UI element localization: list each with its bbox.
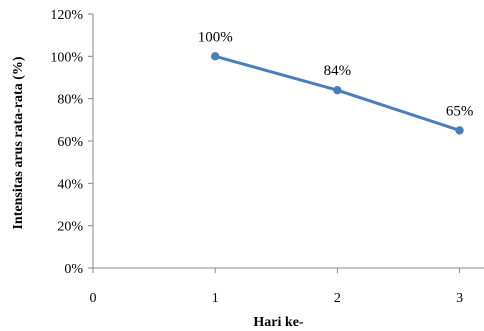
y-tick-label: 60% — [57, 135, 83, 150]
y-tick-label: 40% — [57, 177, 83, 192]
data-label: 84% — [324, 63, 352, 79]
y-tick-label: 120% — [50, 8, 83, 23]
y-tick-label: 0% — [64, 262, 83, 277]
series-layer: 100% 84% 65% — [198, 29, 474, 135]
x-tick-label: 3 — [456, 291, 463, 306]
data-label: 65% — [446, 103, 474, 119]
x-axis-ticks: 0 1 2 3 — [90, 268, 463, 306]
x-tick-label: 1 — [212, 291, 219, 306]
x-axis-title: Hari ke- — [253, 315, 303, 330]
y-tick-label: 80% — [57, 93, 83, 108]
y-axis-title: Intensitas arus rata-rata (%) — [11, 56, 26, 229]
data-point — [333, 86, 342, 95]
x-tick-label: 2 — [334, 291, 341, 306]
data-point — [455, 126, 464, 135]
y-tick-label: 100% — [50, 50, 83, 65]
data-point — [210, 52, 220, 61]
y-axis-ticks: 0% 20% 40% 60% 80% 100% 120% — [50, 8, 93, 277]
y-tick-label: 20% — [57, 220, 83, 235]
data-label: 100% — [198, 29, 233, 45]
x-tick-label: 0 — [90, 291, 97, 306]
